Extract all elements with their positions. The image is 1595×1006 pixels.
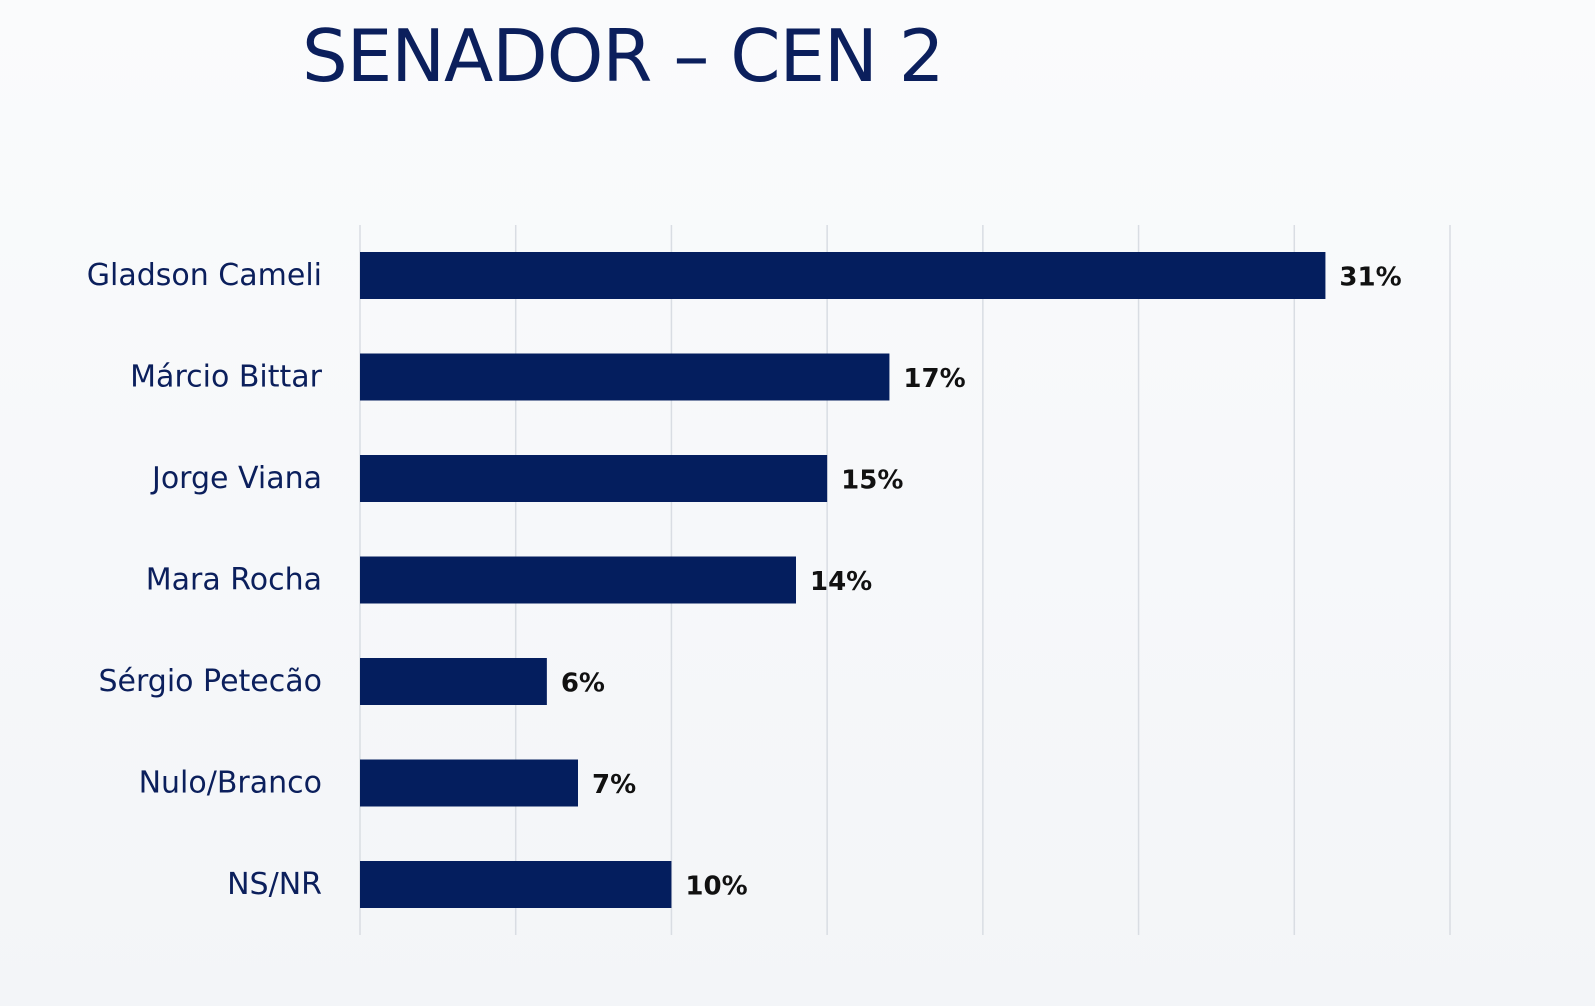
- category-label: NS/NR: [227, 867, 322, 902]
- bar: [360, 556, 796, 604]
- category-label: Sérgio Petecão: [98, 664, 322, 699]
- bar: [360, 759, 578, 807]
- bar: [360, 252, 1326, 299]
- bar: [360, 658, 547, 705]
- value-label: 15%: [841, 466, 903, 496]
- category-label: Nulo/Branco: [139, 766, 322, 801]
- category-label: Gladson Cameli: [87, 258, 322, 293]
- value-labels: 31% 17% 15% 14% 6% 7% 10%: [561, 263, 1402, 902]
- category-label: Márcio Bittar: [130, 360, 322, 395]
- chart-title: SENADOR – CEN 2: [302, 14, 945, 98]
- value-label: 31%: [1339, 263, 1401, 293]
- value-label: 7%: [592, 770, 636, 800]
- value-label: 6%: [561, 669, 605, 699]
- bar: [360, 353, 890, 401]
- value-label: 14%: [810, 567, 872, 597]
- bar: [360, 861, 672, 908]
- bars: [360, 252, 1326, 908]
- category-labels: Gladson Cameli Márcio Bittar Jorge Viana Ma…: [87, 258, 323, 902]
- bar: [360, 455, 828, 502]
- category-label: Mara Rocha: [146, 563, 322, 598]
- category-label: Jorge Viana: [150, 461, 322, 496]
- value-label: 17%: [903, 364, 965, 394]
- value-label: 10%: [685, 872, 747, 902]
